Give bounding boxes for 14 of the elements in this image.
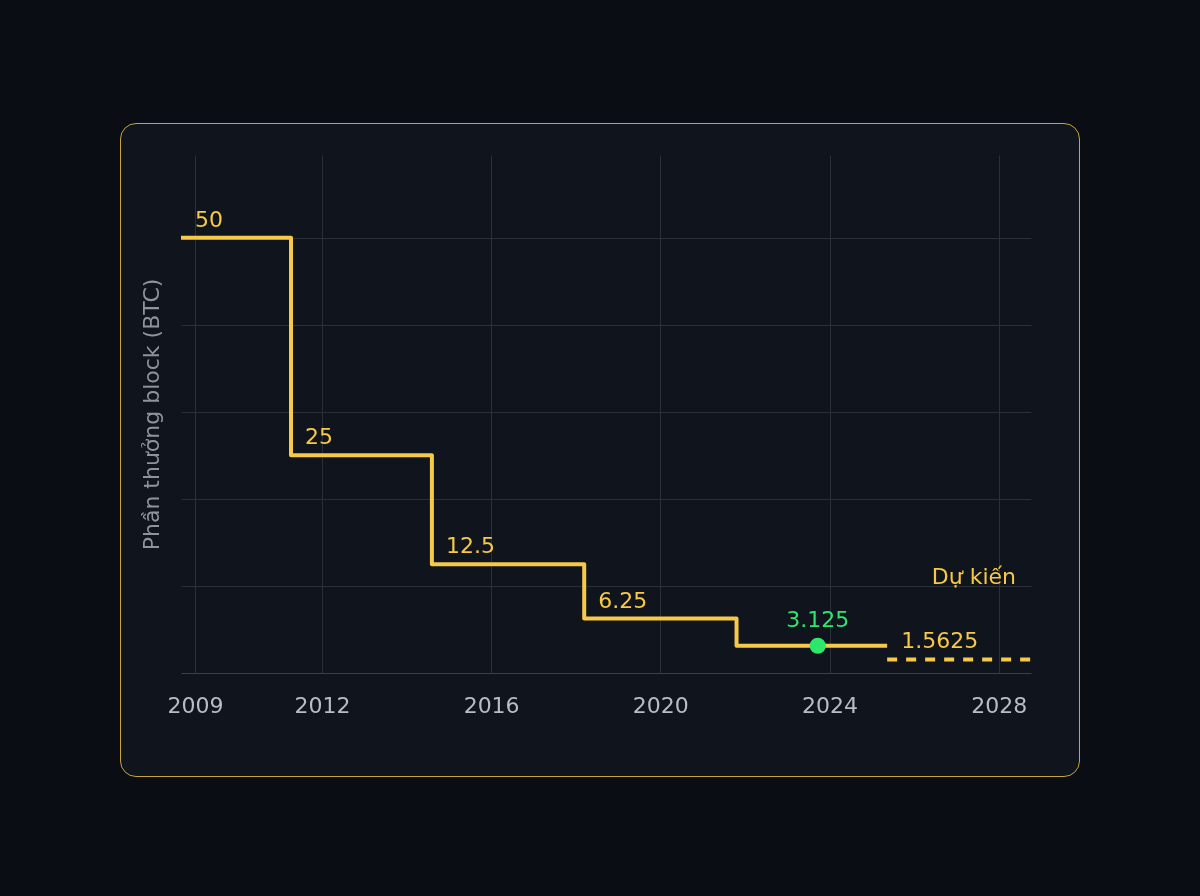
data-label: 12.5 xyxy=(445,533,495,559)
data-label: 1.5625 xyxy=(901,628,979,654)
data-label: 3.125 xyxy=(786,606,850,632)
x-tick-label: 2020 xyxy=(632,692,689,718)
data-label: 6.25 xyxy=(598,587,648,613)
x-tick-label: 2028 xyxy=(971,692,1028,718)
y-axis-title: Phần thưởng block (BTC) xyxy=(138,278,164,551)
x-tick-label: 2009 xyxy=(167,692,224,718)
annotation: Dự kiến xyxy=(931,564,1016,589)
x-tick-label: 2016 xyxy=(463,692,520,718)
x-tick-label: 2024 xyxy=(802,692,859,718)
data-label: 25 xyxy=(305,424,333,450)
data-label: 50 xyxy=(195,206,223,232)
x-tick-label: 2012 xyxy=(294,692,351,718)
